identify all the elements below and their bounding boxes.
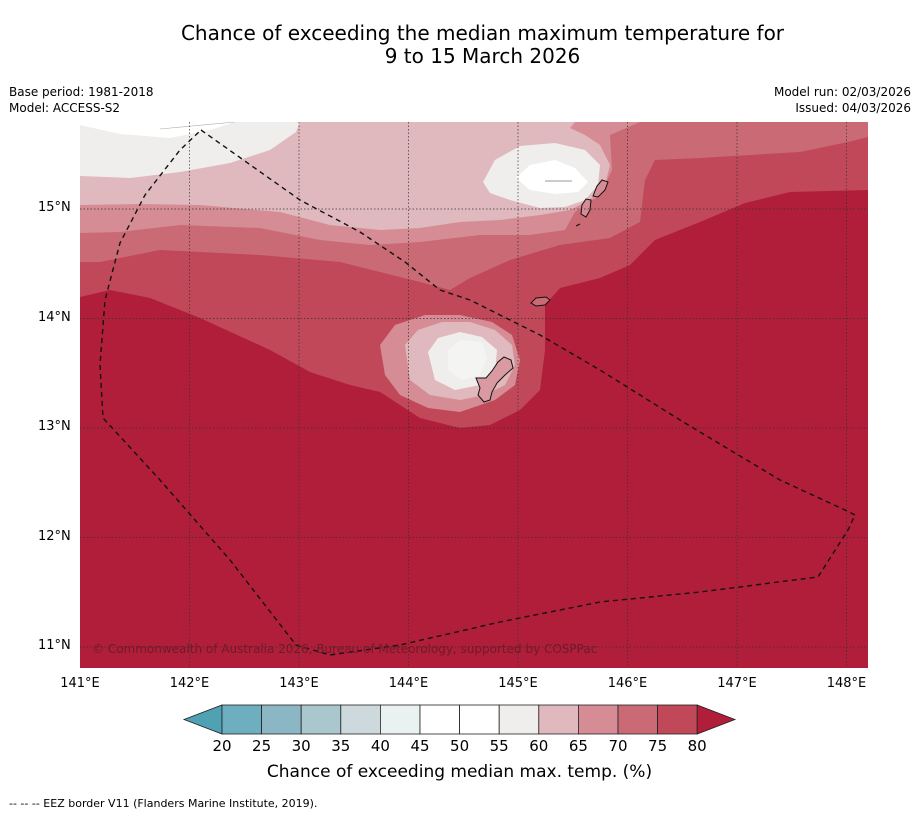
colorbar-high-extend	[696, 704, 737, 735]
lat-label: 11°N	[38, 638, 71, 653]
band-50-north	[80, 122, 235, 138]
colorbar-tick: 75	[648, 737, 668, 755]
eez-border	[99, 129, 856, 656]
copyright-text: © Commonwealth of Australia 2026, Bureau…	[92, 642, 597, 656]
title-line-1: Chance of exceeding the median maximum t…	[180, 21, 785, 45]
map-area	[80, 122, 868, 668]
lon-label: 143°E	[279, 676, 319, 691]
lon-label: 147°E	[717, 676, 757, 691]
base-period: Base period: 1981-2018	[9, 85, 154, 99]
lon-label: 141°E	[60, 676, 100, 691]
saipan-island	[592, 179, 609, 198]
colorbar-tick: 30	[291, 737, 311, 755]
lat-label: 12°N	[38, 529, 71, 544]
colorbar-bin	[340, 704, 381, 735]
lon-label: 146°E	[607, 676, 648, 691]
lon-label: 144°E	[388, 676, 429, 691]
colorbar-bin	[657, 704, 698, 735]
lat-label: 13°N	[38, 419, 71, 434]
colorbar-bin	[261, 704, 302, 735]
colorbar-bin	[379, 704, 421, 735]
colorbar-tick: 25	[252, 737, 272, 755]
meta-right: Model run: 02/03/2026 Issued: 04/03/2026	[774, 84, 911, 116]
lon-label: 148°E	[826, 676, 867, 691]
colorbar-tick: 45	[410, 737, 430, 755]
colorbar-tick: 35	[331, 737, 351, 755]
contour-line	[159, 122, 236, 130]
colorbar-tick: 40	[370, 737, 390, 755]
colorbar-title: Chance of exceeding median max. temp. (%…	[266, 762, 653, 782]
aguijan-island	[575, 223, 581, 227]
colorbar-tick: 80	[687, 737, 707, 755]
model-name: Model: ACCESS-S2	[9, 101, 121, 115]
colorbar-tick: 70	[608, 737, 628, 755]
eez-legend: -- -- -- EEZ border V11 (Flanders Marine…	[9, 797, 318, 810]
band-50-rota	[516, 160, 588, 194]
rota-island	[530, 296, 551, 307]
meta-left: Base period: 1981-2018 Model: ACCESS-S2	[9, 84, 154, 116]
colorbar-tick: 50	[450, 737, 470, 755]
model-run: Model run: 02/03/2026	[773, 85, 911, 99]
colorbar-bin	[300, 704, 342, 735]
colorbar-bin	[459, 704, 500, 735]
lon-label: 145°E	[498, 676, 538, 691]
guam-island	[475, 356, 514, 403]
colorbar-bin	[538, 704, 579, 735]
colorbar	[182, 704, 737, 735]
tinian-island	[580, 198, 592, 218]
band-50-guam	[448, 340, 487, 380]
band-55-north	[80, 122, 300, 178]
lon-label: 142°E	[169, 676, 210, 691]
issued-date: Issued: 04/03/2026	[795, 101, 911, 115]
lat-label: 15°N	[38, 200, 71, 215]
colorbar-bin	[617, 704, 658, 735]
graticule	[80, 122, 868, 668]
colorbar-bin	[498, 704, 540, 735]
colorbar-tick: 55	[489, 737, 509, 755]
colorbar-bin	[419, 704, 460, 735]
colorbar-tick: 65	[568, 737, 588, 755]
title-line-2: 9 to 15 March 2026	[384, 44, 581, 68]
colorbar-tick: 20	[212, 737, 232, 755]
colorbar-bin	[578, 704, 619, 735]
colorbar-bin	[221, 704, 262, 735]
colorbar-low-extend	[182, 704, 223, 735]
colorbar-tick: 60	[529, 737, 549, 755]
map-title: Chance of exceeding the median maximum t…	[0, 22, 919, 68]
lat-label: 14°N	[38, 310, 71, 325]
